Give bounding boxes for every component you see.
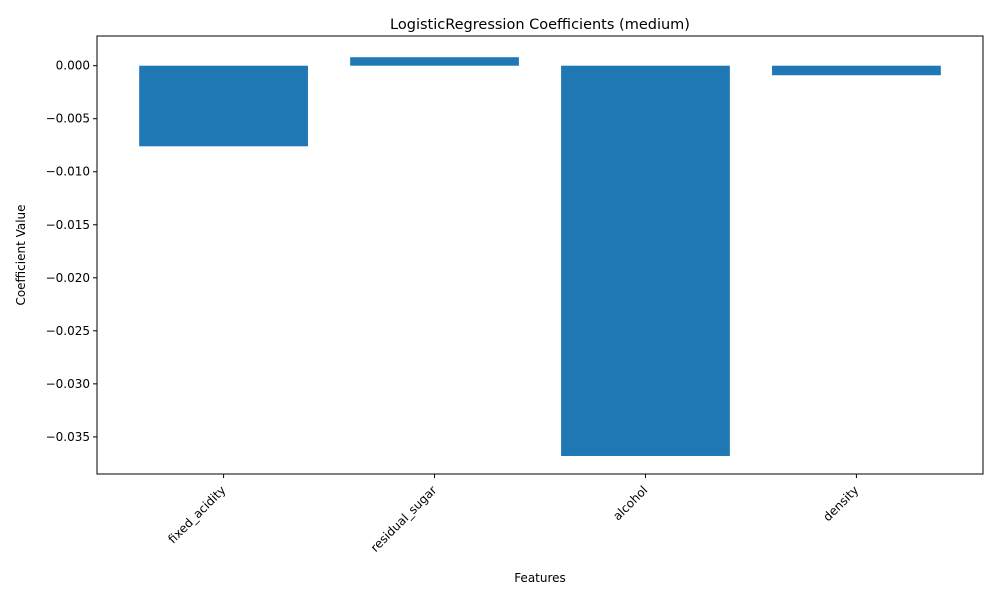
plot-frame [96,35,984,475]
y-tick-label: −0.025 [46,324,90,338]
chart-title: LogisticRegression Coefficients (medium) [390,17,690,33]
x-tick-label-alcohol: alcohol [610,483,650,523]
bar-residual-sugar [350,57,519,66]
bar-density [772,65,941,76]
y-tick-label: −0.005 [46,112,90,126]
y-tick-label: −0.030 [46,377,90,391]
bars-layer [139,57,941,456]
bar-alcohol [561,65,730,456]
x-axis-title: Features [514,571,566,585]
x-tick-label-fixed-acidity: fixed_acidity [165,483,228,546]
y-tick-label: 0.000 [56,59,90,73]
y-tick-label: −0.020 [46,271,90,285]
x-tick-label-density: density [820,483,861,524]
y-axis-title: Coefficient Value [14,204,28,305]
x-tick-label-residual-sugar: residual_sugar [368,483,440,555]
y-tick-label: −0.010 [46,165,90,179]
y-tick-label: −0.035 [46,430,90,444]
bar-fixed-acidity [139,65,308,147]
y-tick-label: −0.015 [46,218,90,232]
